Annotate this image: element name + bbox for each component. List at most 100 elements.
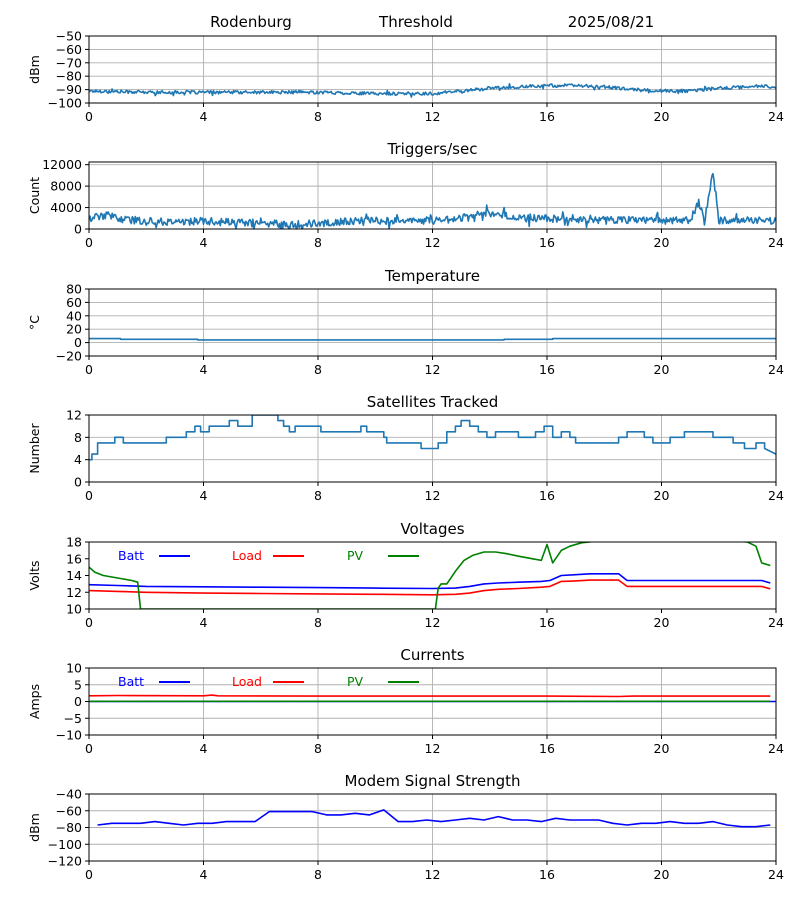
y-tick-label: 12	[66, 408, 82, 423]
x-tick-label: 4	[200, 615, 208, 630]
series-line-batt	[89, 572, 771, 590]
y-tick-label: 16	[66, 551, 82, 566]
x-tick-label: 0	[85, 741, 93, 756]
y-tick-label: −20	[56, 349, 82, 364]
chart-satellites: Satellites Tracked Number 0 4 8 12 16 20 24 0 4 8 12	[27, 393, 784, 503]
y-axis-label: Volts	[27, 560, 42, 590]
x-tick-label: 4	[200, 235, 208, 250]
series-line	[89, 337, 776, 341]
x-tick-label: 24	[768, 362, 784, 377]
y-tick-label: 4000	[50, 200, 82, 215]
plot-frame	[88, 541, 777, 610]
x-tick-label: 12	[425, 741, 441, 756]
y-tick-label: −40	[56, 787, 82, 802]
y-tick-label: 10	[66, 661, 82, 676]
x-tick-label: 0	[85, 362, 93, 377]
y-axis-label: dBm	[27, 813, 42, 842]
y-tick-label: 12000	[42, 157, 82, 172]
x-tick-label: 0	[85, 235, 93, 250]
y-tick-label: 0	[74, 694, 82, 709]
y-tick-label: −80	[56, 820, 82, 835]
x-tick-label: 20	[654, 867, 670, 882]
series-line	[89, 415, 776, 461]
y-axis-label: Count	[27, 177, 42, 214]
chart-title: Satellites Tracked	[367, 393, 498, 411]
x-tick-label: 8	[314, 615, 322, 630]
y-tick-label: −10	[56, 728, 82, 743]
series-line-load	[89, 694, 771, 698]
legend-label-load: Load	[232, 548, 262, 563]
y-axis-label: °C	[27, 315, 42, 330]
x-tick-label: 16	[539, 488, 555, 503]
legend-label-batt: Batt	[118, 548, 144, 563]
x-tick-label: 24	[768, 615, 784, 630]
x-tick-label: 12	[425, 488, 441, 503]
y-axis-label: Number	[27, 423, 42, 474]
series-line	[89, 172, 776, 229]
x-tick-label: 4	[200, 362, 208, 377]
chart-title: Temperature	[384, 267, 480, 285]
series-line-pv	[89, 542, 771, 609]
chart-title: Voltages	[400, 520, 464, 538]
x-tick-label: 12	[425, 235, 441, 250]
x-tick-label: 0	[85, 867, 93, 882]
legend-label-pv: PV	[347, 548, 364, 563]
x-tick-label: 0	[85, 488, 93, 503]
series-group	[89, 415, 776, 461]
x-tick-label: 12	[425, 362, 441, 377]
grid-lines	[88, 288, 777, 357]
x-tick-label: 20	[654, 235, 670, 250]
x-tick-label: 20	[654, 615, 670, 630]
y-tick-label: 60	[66, 295, 82, 310]
x-tick-label: 24	[768, 741, 784, 756]
y-tick-label: 5	[74, 677, 82, 692]
x-tick-label: 20	[654, 109, 670, 124]
x-tick-label: 8	[314, 488, 322, 503]
x-tick-label: 12	[425, 615, 441, 630]
x-tick-label: 12	[425, 867, 441, 882]
y-tick-label: 4	[74, 452, 82, 467]
y-tick-label: 8	[74, 430, 82, 445]
y-tick-label: −100	[48, 837, 82, 852]
x-tick-label: 8	[314, 741, 322, 756]
series-group	[89, 694, 776, 703]
series-group	[89, 542, 771, 609]
chart-title: Modem Signal Strength	[345, 772, 521, 790]
x-tick-label: 4	[200, 867, 208, 882]
x-tick-label: 8	[314, 235, 322, 250]
x-tick-label: 24	[768, 109, 784, 124]
y-tick-label: 80	[66, 282, 82, 297]
x-tick-label: 24	[768, 488, 784, 503]
legend-label-batt: Batt	[118, 674, 144, 689]
header-site: Rodenburg	[210, 13, 292, 31]
y-tick-label: 0	[74, 335, 82, 350]
y-tick-label: −70	[56, 55, 82, 70]
x-tick-label: 12	[425, 109, 441, 124]
y-tick-label: 18	[66, 535, 82, 550]
y-tick-label: −120	[48, 854, 82, 869]
x-tick-label: 24	[768, 235, 784, 250]
x-tick-label: 4	[200, 741, 208, 756]
figure-header: Rodenburg Threshold 2025/08/21	[210, 13, 654, 31]
legend-label-pv: PV	[347, 674, 364, 689]
series-group	[89, 172, 776, 229]
header-metric: Threshold	[378, 13, 453, 31]
x-tick-label: 4	[200, 488, 208, 503]
x-tick-label: 16	[539, 235, 555, 250]
x-tick-label: 8	[314, 867, 322, 882]
x-tick-label: 20	[654, 741, 670, 756]
series-line	[89, 83, 776, 98]
x-tick-label: 8	[314, 109, 322, 124]
x-tick-label: 24	[768, 867, 784, 882]
x-tick-label: 8	[314, 362, 322, 377]
y-tick-label: −80	[56, 69, 82, 84]
x-tick-label: 16	[539, 867, 555, 882]
chart-title: Currents	[400, 646, 464, 664]
series-line	[97, 809, 771, 828]
x-tick-label: 16	[539, 109, 555, 124]
